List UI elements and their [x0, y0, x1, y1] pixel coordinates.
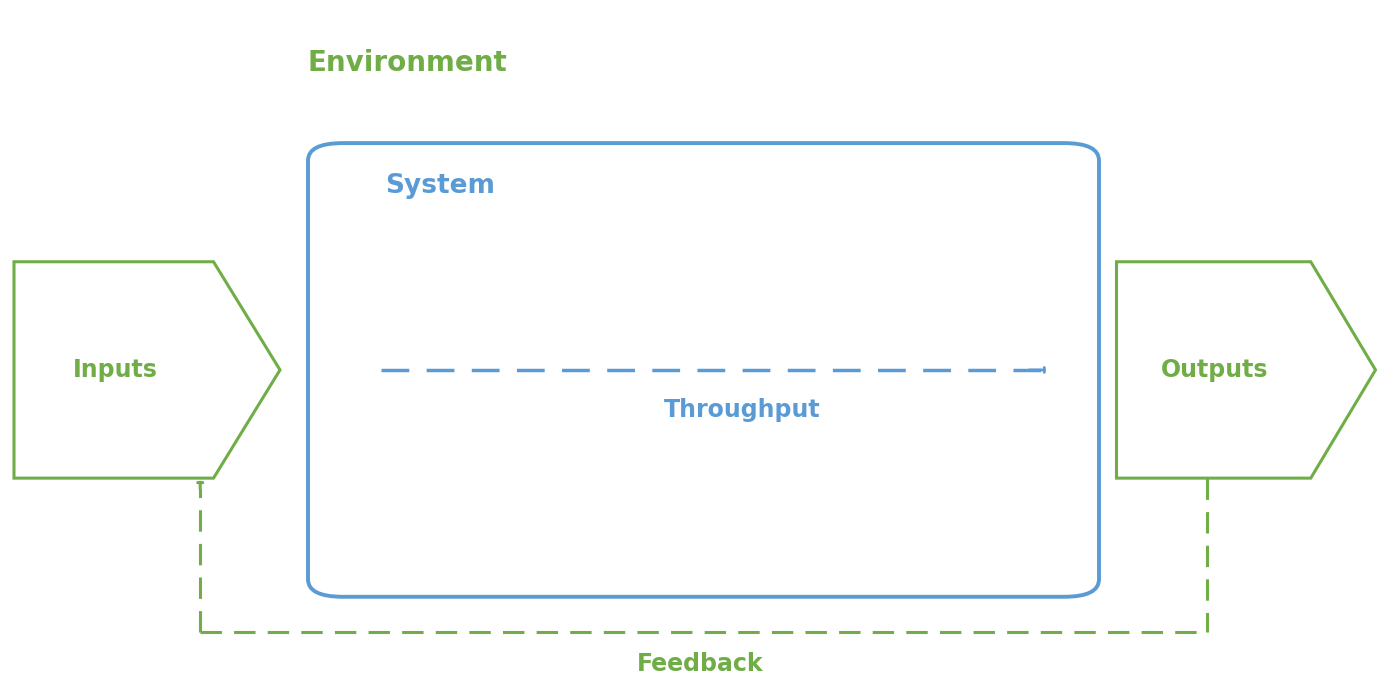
FancyBboxPatch shape — [308, 143, 1099, 597]
Text: Feedback: Feedback — [637, 653, 763, 676]
Text: Inputs: Inputs — [73, 358, 158, 382]
Text: Throughput: Throughput — [664, 398, 820, 422]
Text: Outputs: Outputs — [1161, 358, 1268, 382]
Polygon shape — [1117, 262, 1375, 478]
Text: System: System — [385, 173, 496, 199]
Polygon shape — [14, 262, 280, 478]
Text: Environment: Environment — [308, 49, 508, 77]
